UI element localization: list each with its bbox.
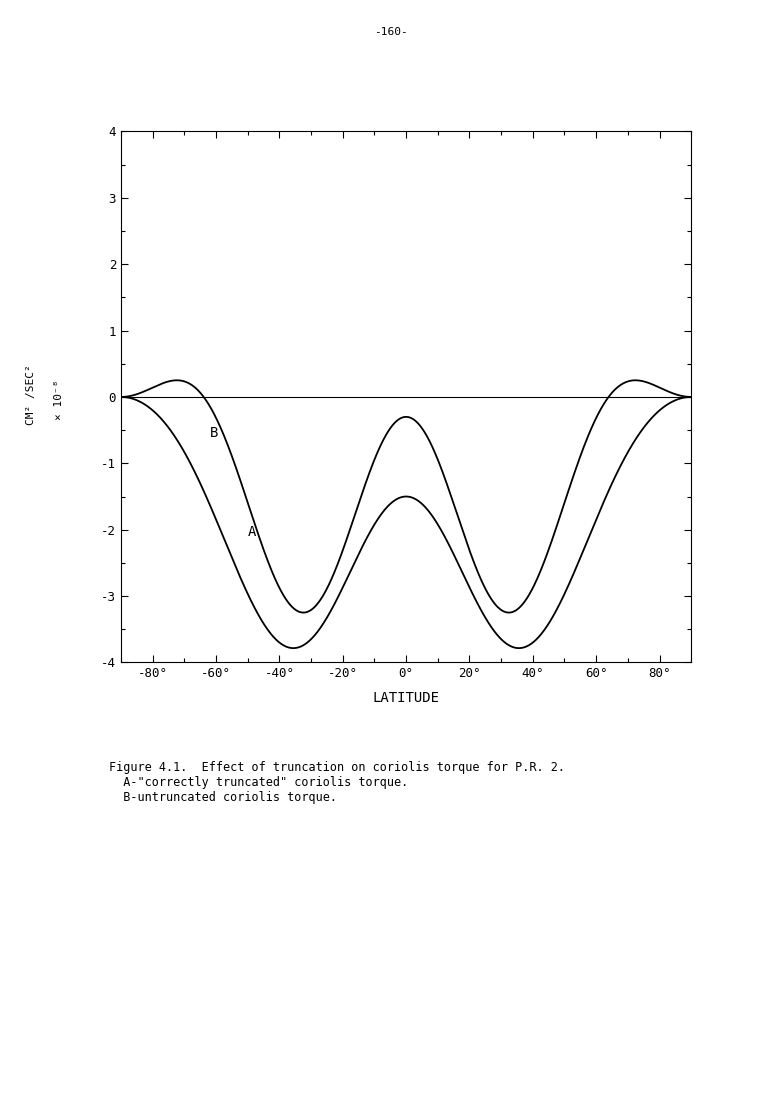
- Text: B: B: [210, 426, 218, 440]
- X-axis label: LATITUDE: LATITUDE: [373, 691, 440, 705]
- Text: × 10⁻⁸: × 10⁻⁸: [54, 380, 63, 419]
- Text: -160-: -160-: [373, 27, 408, 37]
- Text: Figure 4.1.  Effect of truncation on coriolis torque for P.R. 2.
  A-"correctly : Figure 4.1. Effect of truncation on cori…: [109, 761, 565, 804]
- Text: CM² /SEC²: CM² /SEC²: [27, 364, 36, 425]
- Text: A: A: [248, 526, 256, 540]
